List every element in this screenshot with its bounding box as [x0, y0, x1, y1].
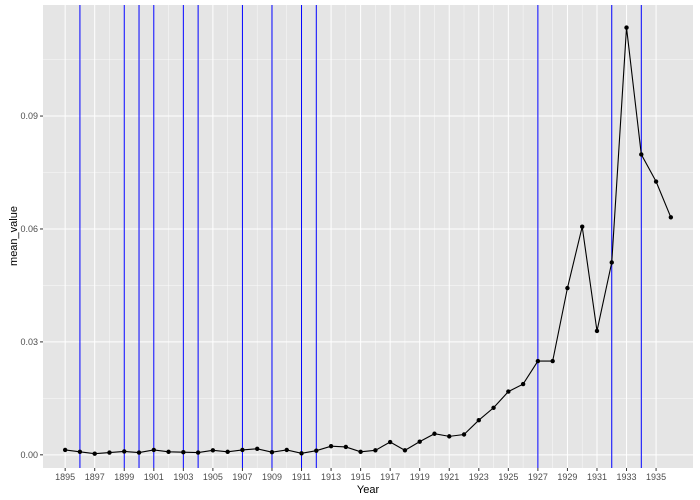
x-tick-label: 1927	[528, 472, 548, 482]
data-point-1923	[476, 417, 481, 423]
data-point-1913	[328, 443, 334, 449]
x-tick-label: 1913	[321, 472, 341, 482]
data-point-1904	[195, 450, 201, 455]
y-axis-title: mean_value	[8, 206, 20, 266]
data-point-1907	[240, 447, 245, 453]
data-point-1908	[255, 446, 260, 452]
data-point-1935	[653, 179, 659, 184]
data-point-1925	[506, 389, 511, 394]
data-point-1915	[358, 449, 363, 455]
series-line-group	[65, 27, 672, 455]
data-point-1917	[387, 439, 393, 445]
x-tick-label: 1915	[351, 472, 371, 482]
x-tick-label: 1931	[587, 472, 607, 482]
data-point-1921	[447, 434, 452, 439]
x-axis-title: Year	[357, 484, 380, 496]
data-point-1906	[225, 449, 230, 455]
series-line	[65, 27, 672, 455]
data-point-1922	[461, 432, 467, 437]
data-point-1934	[639, 152, 644, 157]
data-point-1901	[151, 447, 156, 453]
x-tick-label: 1921	[439, 472, 459, 482]
data-point-1919	[417, 439, 422, 444]
data-point-1930	[580, 224, 585, 229]
y-tick-label: 0.03	[20, 337, 38, 347]
y-axis-ticks: 0.00 0.03 0.06 0.09	[20, 111, 43, 460]
data-point-1932	[609, 260, 614, 265]
x-tick-label: 1925	[498, 472, 518, 482]
y-tick-label: 0.00	[20, 450, 38, 460]
data-point-1929	[565, 285, 570, 291]
x-tick-label: 1901	[144, 472, 164, 482]
data-point-1933	[624, 25, 629, 30]
data-point-1911	[299, 451, 304, 456]
x-tick-label: 1903	[173, 472, 193, 482]
data-point-1936	[668, 215, 674, 220]
data-point-1909	[269, 449, 275, 455]
data-point-1900	[136, 450, 142, 455]
data-point-1895	[62, 447, 68, 453]
data-point-1916	[373, 448, 378, 453]
data-point-1928	[550, 358, 555, 364]
y-tick-label: 0.09	[20, 111, 38, 121]
data-point-1899	[122, 449, 127, 454]
data-point-1924	[491, 405, 496, 410]
x-tick-label: 1905	[203, 472, 223, 482]
x-tick-label: 1933	[617, 472, 637, 482]
panel-background	[43, 5, 693, 468]
data-point-1914	[343, 444, 349, 450]
x-tick-label: 1907	[232, 472, 252, 482]
data-point-1931	[594, 328, 600, 334]
vertical-lines	[79, 5, 642, 468]
data-point-1926	[520, 381, 526, 387]
data-point-1910	[284, 447, 289, 453]
data-point-1898	[107, 450, 112, 455]
data-point-1918	[402, 448, 408, 453]
x-tick-label: 1917	[380, 472, 400, 482]
x-tick-label: 1895	[55, 472, 75, 482]
x-axis-ticks: 1895 1897 1899 1901 1903 1905 1907 1909 1911 1913…	[55, 468, 666, 482]
data-point-1927	[535, 358, 541, 364]
data-points	[62, 25, 674, 456]
x-tick-label: 1909	[262, 472, 282, 482]
data-point-1902	[166, 449, 171, 455]
data-point-1897	[92, 451, 97, 456]
data-point-1920	[432, 431, 437, 436]
data-point-1903	[181, 449, 186, 455]
x-tick-label: 1897	[85, 472, 105, 482]
x-tick-label: 1919	[410, 472, 430, 482]
x-tick-label: 1899	[114, 472, 134, 482]
x-tick-label: 1935	[646, 472, 666, 482]
x-tick-label: 1923	[469, 472, 489, 482]
data-point-1905	[210, 448, 216, 453]
data-point-1896	[77, 449, 83, 455]
x-tick-label: 1929	[557, 472, 577, 482]
x-tick-label: 1911	[292, 472, 311, 482]
y-tick-label: 0.06	[20, 224, 38, 234]
data-point-1912	[314, 448, 319, 453]
